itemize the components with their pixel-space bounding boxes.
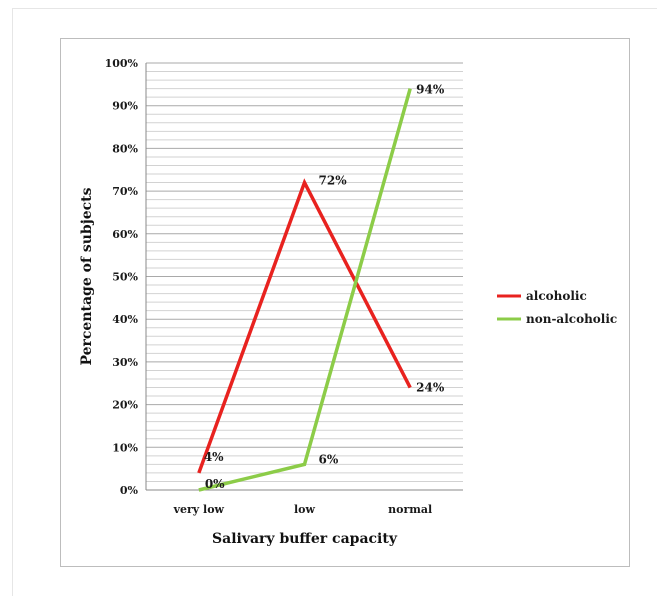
y-tick-label: 30%	[112, 356, 138, 369]
x-tick-label: low	[294, 503, 316, 516]
legend-item: alcoholic	[497, 289, 587, 303]
y-tick-label: 50%	[112, 271, 138, 284]
legend: alcoholic non-alcoholic	[497, 289, 617, 326]
data-labels: 4% 72% 24% 0% 6% 94%	[204, 83, 445, 491]
y-tick-label: 100%	[105, 57, 139, 70]
x-tick-label: normal	[388, 503, 432, 516]
data-label: 6%	[319, 452, 339, 466]
y-tick-label: 10%	[112, 441, 138, 454]
page-frame	[12, 8, 657, 596]
data-label: 24%	[416, 381, 445, 395]
y-tick-label: 70%	[112, 185, 138, 198]
y-tick-label: 0%	[120, 484, 139, 497]
y-tick-label: 80%	[112, 142, 138, 155]
data-label: 94%	[416, 83, 445, 97]
series-line-non-alcoholic	[198, 88, 412, 492]
y-tick-label: 90%	[112, 100, 138, 113]
legend-label: non-alcoholic	[526, 312, 617, 326]
series-line-alcoholic	[197, 178, 412, 474]
x-axis-title: Salivary buffer capacity	[212, 531, 398, 547]
y-tick-label: 60%	[112, 228, 138, 241]
y-tick-label: 20%	[112, 399, 138, 412]
data-label: 0%	[205, 477, 225, 491]
data-label: 4%	[204, 450, 224, 464]
y-tick-label: 40%	[112, 313, 138, 326]
gridlines	[146, 62, 463, 491]
x-tick-label: very low	[173, 503, 225, 516]
x-axis-ticks: very low low normal	[173, 503, 433, 516]
data-label: 72%	[319, 174, 348, 188]
y-axis-title: Percentage of subjects	[79, 187, 95, 365]
y-axis-ticks: 0% 10% 20% 30% 40% 50% 60% 70% 80% 90% 100%	[105, 57, 139, 497]
legend-item: non-alcoholic	[497, 312, 617, 326]
series-lines	[197, 88, 412, 492]
legend-label: alcoholic	[526, 289, 587, 303]
